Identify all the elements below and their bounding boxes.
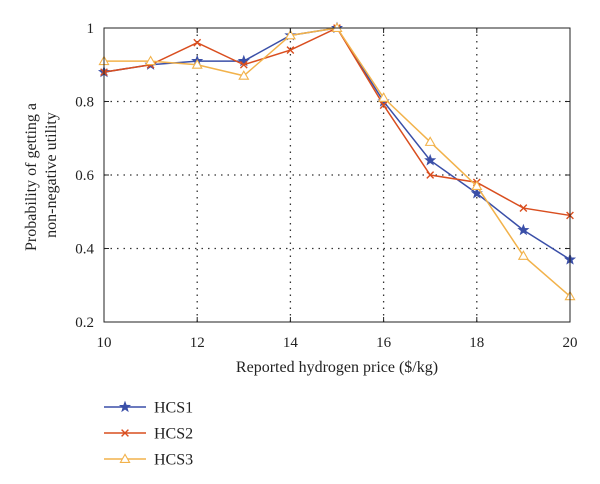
legend: HCS1 HCS2 HCS3: [104, 400, 193, 469]
grid-lines: [104, 28, 570, 322]
legend-label: HCS1: [154, 400, 193, 417]
legend-marker: [121, 429, 129, 437]
y-tick-label: 0.6: [75, 168, 94, 184]
data-point-hcs3: [378, 92, 390, 102]
legend-label: HCS3: [154, 452, 193, 469]
x-tick-label: 16: [376, 335, 392, 351]
x-tick-label: 10: [97, 335, 112, 351]
series-hcs2: [100, 24, 574, 220]
x-tick-label: 14: [283, 335, 299, 351]
y-tick-label: 1: [87, 21, 95, 37]
y-tick-label: 0.4: [75, 242, 94, 258]
data-point-hcs1: [424, 153, 437, 166]
data-point-hcs3: [424, 136, 436, 146]
legend-item-hcs3: HCS3: [104, 452, 193, 469]
data-point-hcs2: [379, 101, 388, 110]
y-axis-label: Probability of getting a non-negative ut…: [23, 99, 60, 251]
data-point-hcs2: [426, 171, 435, 179]
data-point-hcs2: [239, 60, 248, 69]
data-point-hcs3: [145, 55, 157, 66]
tick-labels: 10 12 14 16 18 20 0.2 0.4 0.6 0.8 1: [75, 21, 577, 351]
y-tick-label: 0.8: [75, 95, 94, 111]
series-line-hcs2: [103, 27, 571, 217]
plot-frame: [103, 27, 571, 323]
x-tick-label: 20: [563, 335, 578, 351]
axis-ticks: [103, 27, 571, 323]
data-point-hcs1: [237, 54, 250, 67]
legend-marker: [118, 400, 132, 413]
series-line-hcs3: [104, 27, 571, 297]
data-point-hcs3: [191, 59, 203, 69]
y-tick-label: 0.2: [75, 315, 94, 331]
data-point-hcs3: [284, 29, 296, 40]
data-point-hcs2: [193, 38, 202, 47]
x-axis-label: Reported hydrogen price ($/kg): [236, 359, 438, 376]
series-hcs3: [98, 22, 576, 301]
legend-marker: [119, 453, 131, 464]
legend-item-hcs2: HCS2: [104, 426, 193, 443]
data-point-hcs3: [238, 70, 250, 80]
data-point-hcs3: [471, 180, 483, 191]
data-point-hcs3: [517, 250, 529, 260]
y-axis-label-line-2: non-negative utility: [43, 112, 60, 238]
legend-item-hcs1: HCS1: [104, 400, 193, 417]
y-axis-label-line-1: Probability of getting a: [23, 103, 40, 251]
data-point-hcs1: [517, 223, 530, 236]
x-tick-label: 18: [469, 335, 484, 351]
data-point-hcs2: [519, 204, 528, 212]
x-tick-label: 12: [190, 335, 205, 351]
series-layer: [97, 21, 577, 301]
legend-label: HCS2: [154, 426, 193, 443]
data-point-hcs2: [286, 46, 295, 54]
data-point-hcs3: [331, 22, 343, 33]
